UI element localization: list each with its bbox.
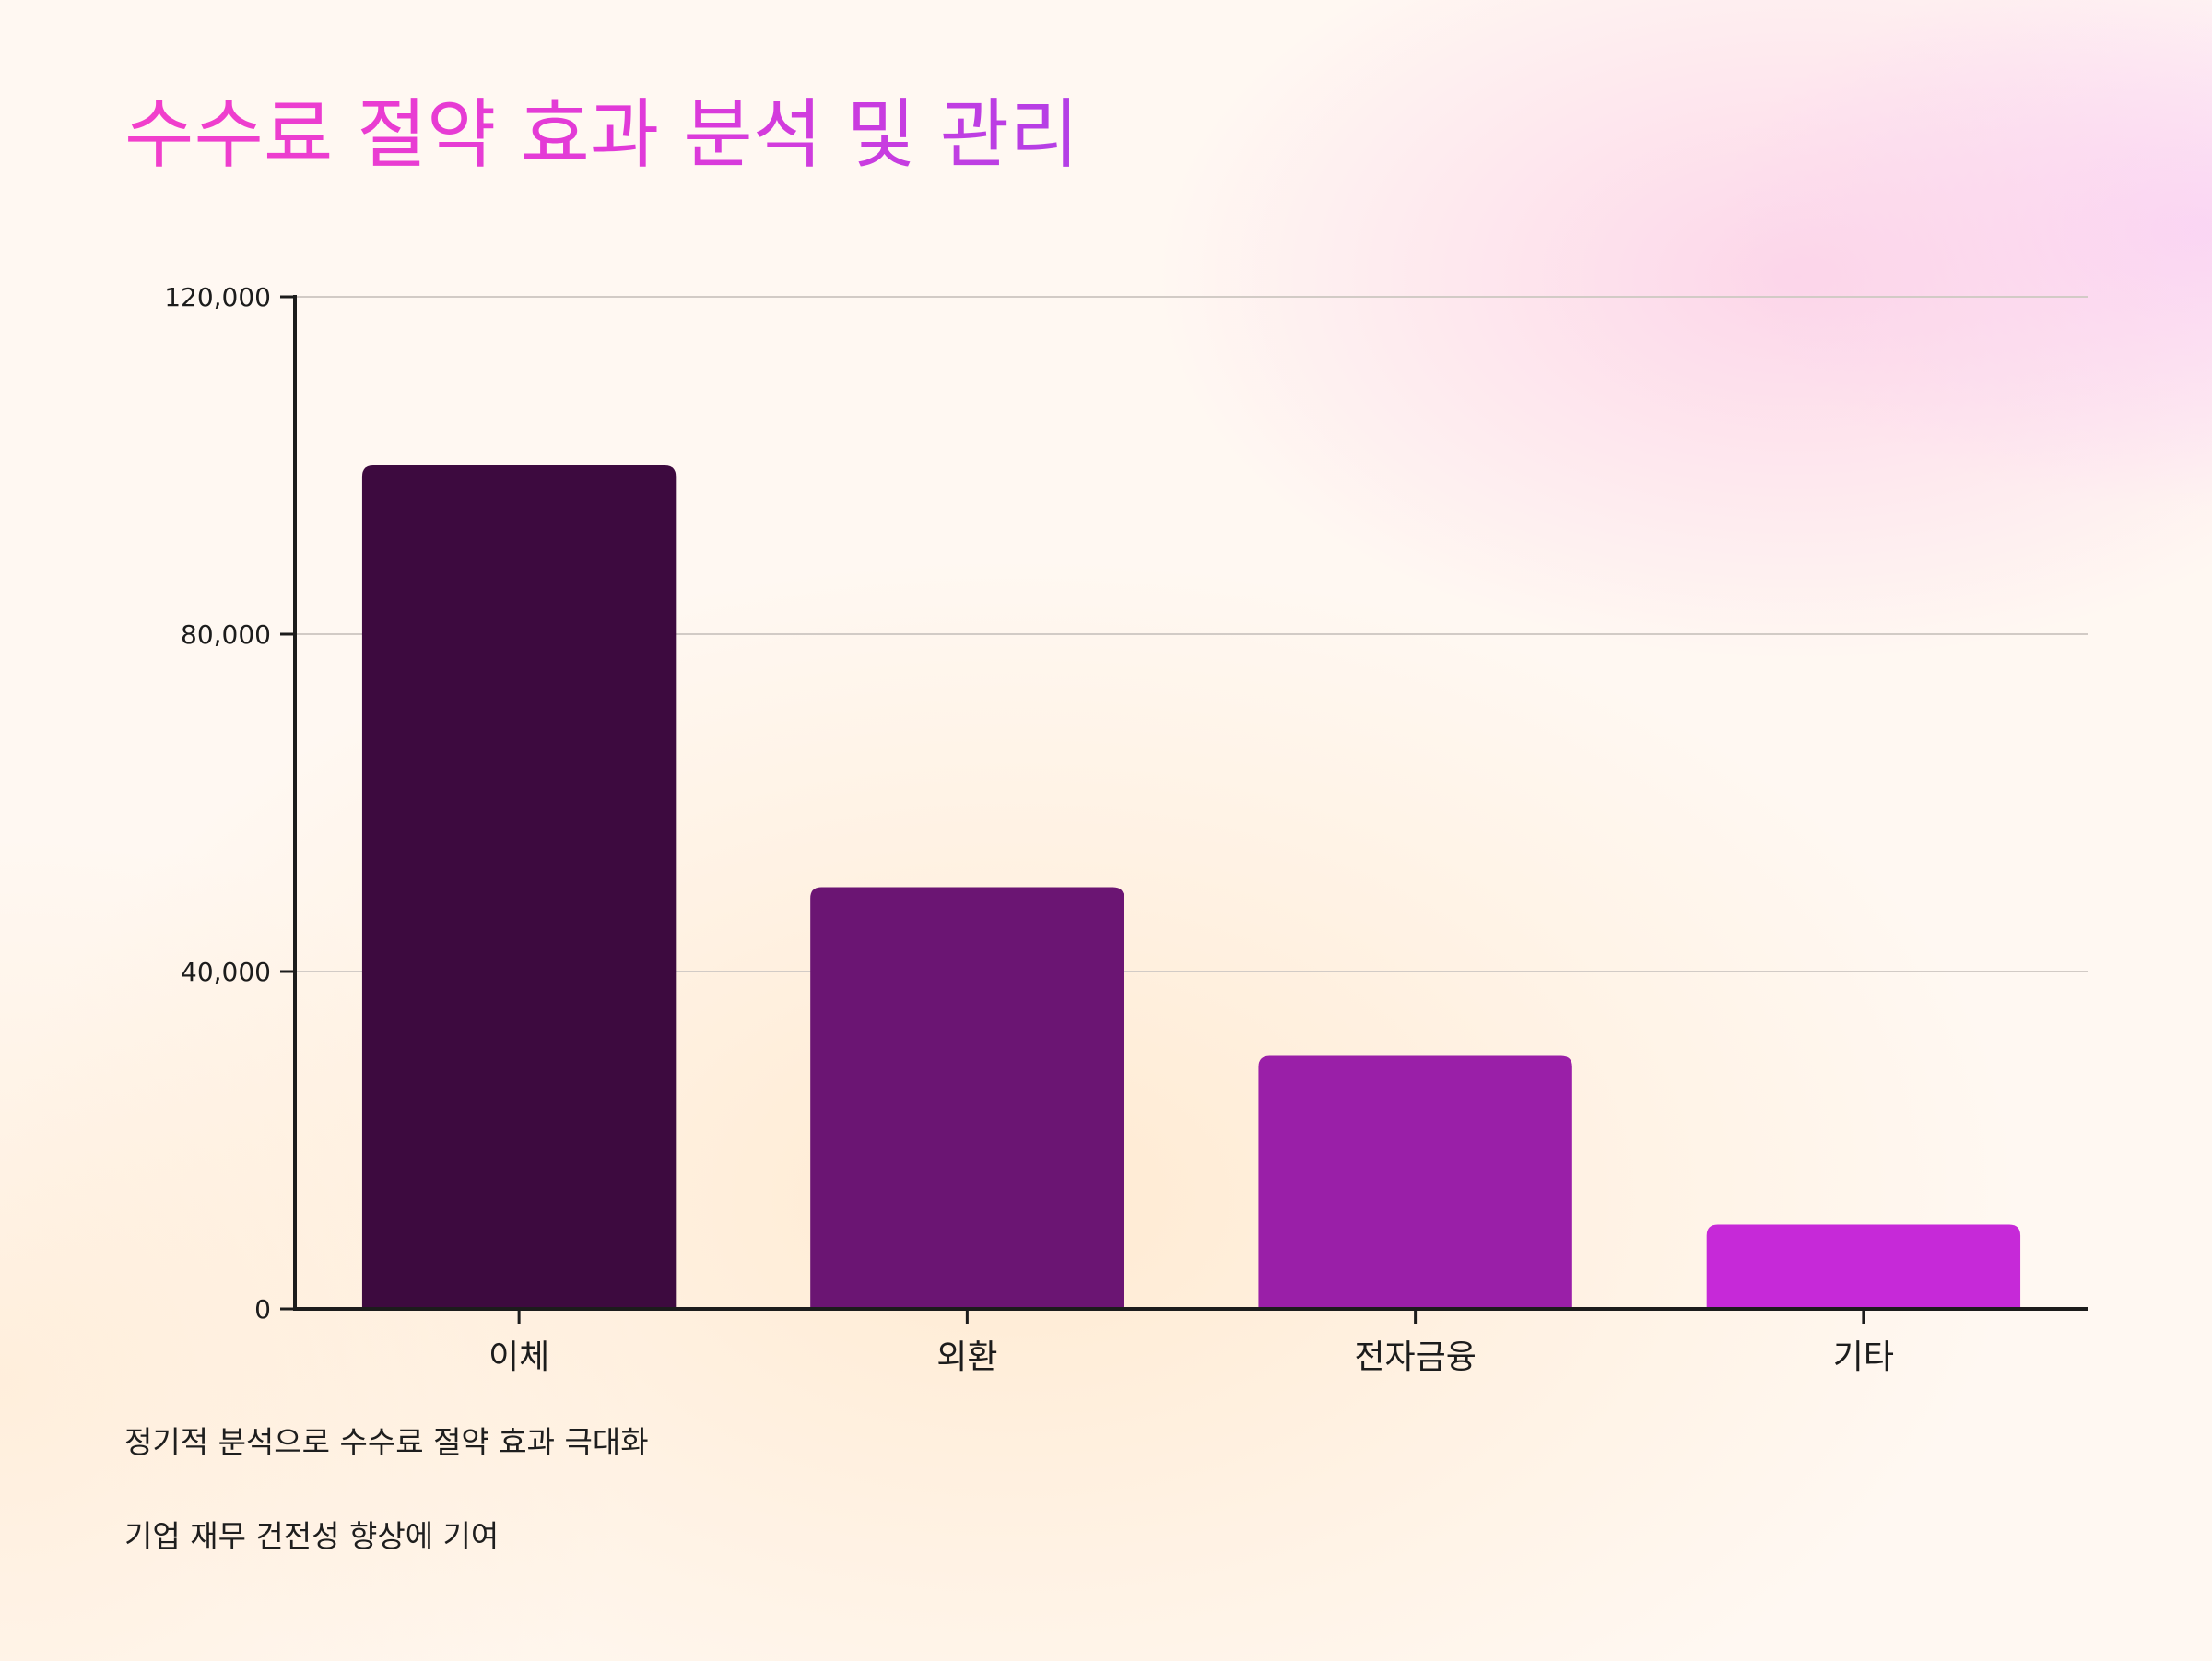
x-tick-label: 기타 [1833, 1338, 1894, 1376]
axes [280, 295, 2088, 1324]
x-tick-label: 이체 [488, 1338, 549, 1376]
bar-4 [1706, 1224, 2021, 1309]
bars [361, 465, 2021, 1309]
note-2: 기업 재무 건전성 향상에 기여 [124, 1518, 500, 1554]
bar-3 [1258, 1055, 1572, 1309]
bar-chart: 0 40,000 80,000 120,000 이체 외환 전자금융 기타 [164, 282, 2088, 1376]
bar-2 [810, 887, 1124, 1309]
page-title: 수수료 절약 효과 분석 및 관리 [124, 90, 1079, 181]
x-tick-label: 전자금융 [1354, 1338, 1476, 1376]
y-tick-label: 80,000 [181, 619, 271, 650]
axis-labels: 0 40,000 80,000 120,000 이체 외환 전자금융 기타 [164, 282, 1894, 1376]
x-tick-label: 외환 [936, 1338, 997, 1376]
y-tick-label: 0 [254, 1294, 271, 1325]
y-tick-label: 120,000 [164, 282, 271, 312]
note-1: 정기적 분석으로 수수료 절약 효과 극대화 [124, 1424, 649, 1460]
y-tick-label: 40,000 [181, 957, 271, 987]
bar-1 [361, 465, 677, 1309]
